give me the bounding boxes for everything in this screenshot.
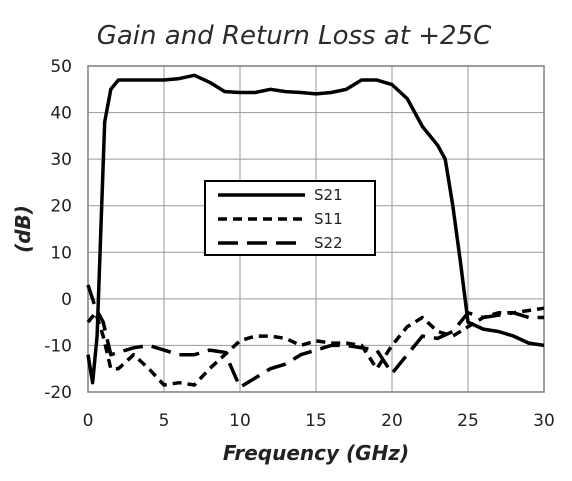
legend-label-s22: S22 — [314, 234, 343, 252]
y-axis-label: (dB) — [11, 205, 35, 253]
y-axis-ticks: -20 -10 0 10 20 30 40 50 — [44, 57, 72, 403]
y-tick-label: 10 — [50, 243, 72, 263]
y-tick-label: -20 — [44, 383, 72, 403]
y-tick-label: 0 — [61, 290, 72, 310]
x-tick-label: 20 — [381, 411, 403, 431]
series-line-s11 — [86, 306, 545, 387]
y-tick-label: 30 — [50, 150, 72, 170]
y-tick-label: 20 — [50, 197, 72, 217]
x-tick-label: 15 — [305, 411, 327, 431]
y-tick-label: 50 — [50, 57, 72, 77]
series-group — [86, 73, 545, 390]
x-tick-label: 30 — [533, 411, 555, 431]
x-axis-ticks: 0 5 10 15 20 25 30 — [83, 411, 555, 431]
x-tick-label: 25 — [457, 411, 479, 431]
x-tick-label: 5 — [159, 411, 170, 431]
series-line-s21 — [86, 73, 545, 385]
plot-frame — [87, 65, 545, 393]
legend-label-s11: S11 — [314, 210, 343, 228]
y-tick-label: -10 — [44, 336, 72, 356]
legend-label-s21: S21 — [314, 186, 343, 204]
y-tick-label: 40 — [50, 104, 72, 124]
x-tick-label: 10 — [229, 411, 251, 431]
series-line-s22 — [86, 284, 544, 390]
x-axis-label: Frequency (GHz) — [223, 441, 409, 465]
chart-title: Gain and Return Loss at +25C — [97, 21, 492, 51]
x-tick-label: 0 — [83, 411, 94, 431]
legend: S21 S11 S22 — [204, 180, 376, 256]
grid — [87, 65, 545, 393]
